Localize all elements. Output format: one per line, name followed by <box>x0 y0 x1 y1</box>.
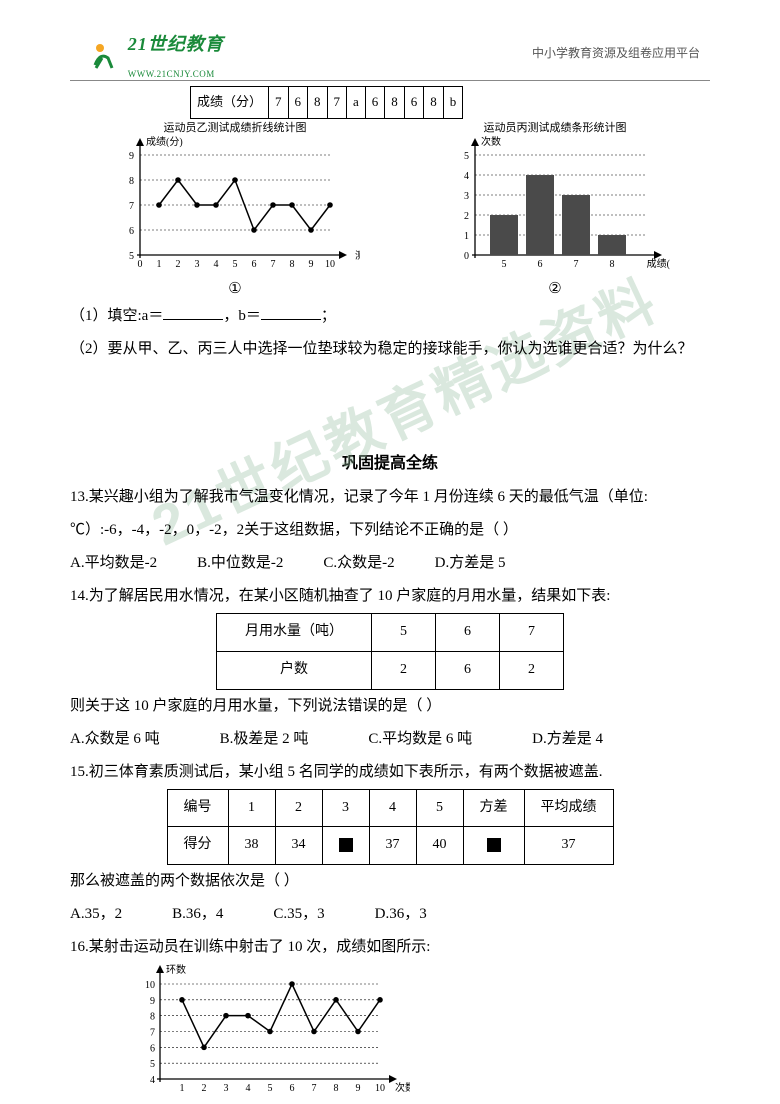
q15-stem: 15.初三体育素质测试后，某小组 5 名同学的成绩如下表所示，有两个数据被遮盖. <box>70 756 710 789</box>
svg-text:6: 6 <box>252 259 257 270</box>
q14-stem: 14.为了解居民用水情况，在某小区随机抽查了 10 户家庭的月用水量，结果如下表… <box>70 580 710 613</box>
q14-table: 月用水量（吨） 5 6 7 户数 2 6 2 <box>216 613 564 690</box>
table-row: 月用水量（吨） 5 6 7 <box>217 614 564 652</box>
svg-text:2: 2 <box>176 259 181 270</box>
q-fill-2: （2）要从甲、乙、丙三人中选择一位垫球较为稳定的接球能手，你认为选谁更合适？为什… <box>70 333 710 366</box>
svg-text:5: 5 <box>502 259 507 270</box>
bar-chart: 0 1 2 3 4 5 次数成绩(分) 5 6 7 8 <box>440 135 670 275</box>
svg-text:6: 6 <box>129 226 134 237</box>
svg-text:1: 1 <box>464 231 469 242</box>
q15-table: 编号 1 2 3 4 5 方差 平均成绩 得分 38 34 37 40 37 <box>167 789 614 866</box>
svg-text:2: 2 <box>202 1083 207 1094</box>
q13-options: A.平均数是-2 B.中位数是-2 C.众数是-2 D.方差是 5 <box>70 547 710 580</box>
table-row: 得分 38 34 37 40 37 <box>167 827 613 865</box>
q14-line2: 则关于这 10 户家庭的月用水量，下列说法错误的是（ ） <box>70 690 710 723</box>
table-row: 成绩（分） 7 6 8 7 a 6 8 6 8 b <box>191 87 463 119</box>
table-row: 户数 2 6 2 <box>217 651 564 689</box>
page-header: 21世纪教育 WWW.21CNJY.COM 中小学教育资源及组卷应用平台 <box>0 0 780 80</box>
logo: 21世纪教育 WWW.21CNJY.COM <box>90 25 224 84</box>
svg-text:3: 3 <box>464 191 469 202</box>
chart2-mark: ② <box>440 279 670 300</box>
svg-text:9: 9 <box>150 996 155 1007</box>
chart1-mark: ① <box>110 279 360 300</box>
q16-stem: 16.某射击运动员在训练中射击了 10 次，成绩如图所示: <box>70 931 710 964</box>
row-label: 成绩（分） <box>191 87 269 119</box>
svg-text:5: 5 <box>233 259 238 270</box>
svg-text:5: 5 <box>150 1059 155 1070</box>
svg-text:9: 9 <box>356 1083 361 1094</box>
top-score-table: 成绩（分） 7 6 8 7 a 6 8 6 8 b <box>190 86 463 119</box>
svg-text:8: 8 <box>290 259 295 270</box>
svg-text:次数: 次数 <box>395 1081 410 1094</box>
q16-chart: 4 5 6 7 8 9 10 1 2 3 4 5 6 7 8 9 10 环数次数 <box>130 964 410 1094</box>
q15-line2: 那么被遮盖的两个数据依次是（ ） <box>70 865 710 898</box>
svg-text:0: 0 <box>138 259 143 270</box>
svg-text:成绩(分): 成绩(分) <box>146 135 183 148</box>
svg-text:6: 6 <box>290 1083 295 1094</box>
svg-text:5: 5 <box>268 1083 273 1094</box>
svg-text:测试序号: 测试序号 <box>355 249 360 262</box>
svg-text:8: 8 <box>150 1012 155 1023</box>
svg-text:1: 1 <box>157 259 162 270</box>
table-row: 编号 1 2 3 4 5 方差 平均成绩 <box>167 789 613 827</box>
svg-text:4: 4 <box>246 1083 251 1094</box>
svg-text:4: 4 <box>214 259 219 270</box>
svg-text:6: 6 <box>538 259 543 270</box>
svg-text:8: 8 <box>129 176 134 187</box>
svg-text:次数: 次数 <box>481 135 501 148</box>
svg-text:3: 3 <box>224 1083 229 1094</box>
blank-a <box>163 305 223 320</box>
hidden-cell-icon <box>487 838 501 852</box>
svg-text:10: 10 <box>145 980 155 991</box>
chart1-title: 运动员乙测试成绩折线统计图 <box>110 121 360 135</box>
svg-text:5: 5 <box>129 251 134 262</box>
blank-b <box>261 305 321 320</box>
svg-text:10: 10 <box>375 1083 385 1094</box>
header-right-text: 中小学教育资源及组卷应用平台 <box>532 40 700 66</box>
chart2-title: 运动员丙测试成绩条形统计图 <box>440 121 670 135</box>
bar-chart-box: 运动员丙测试成绩条形统计图 0 1 2 3 4 5 次数成绩(分) 5 6 7 8 ② <box>440 121 670 300</box>
line-chart-box: 运动员乙测试成绩折线统计图 5 6 7 8 9 0 1 2 3 4 5 6 7 8 9 10 成绩(分) 测试序号… <box>110 121 360 300</box>
charts-row: 运动员乙测试成绩折线统计图 56789012345678910成绩(分)测试序号… <box>70 121 710 300</box>
svg-text:7: 7 <box>271 259 276 270</box>
svg-text:0: 0 <box>464 251 469 262</box>
svg-text:成绩(分): 成绩(分) <box>647 257 670 270</box>
q15-options: A.35，2 B.36，4 C.35，3 D.36，3 <box>70 898 710 931</box>
svg-text:8: 8 <box>334 1083 339 1094</box>
logo-main-text: 21世纪教育 <box>128 25 224 65</box>
svg-text:7: 7 <box>150 1028 155 1039</box>
logo-icon <box>90 40 120 70</box>
svg-text:5: 5 <box>464 151 469 162</box>
svg-text:9: 9 <box>309 259 314 270</box>
svg-text:4: 4 <box>464 171 469 182</box>
svg-text:3: 3 <box>195 259 200 270</box>
svg-text:9: 9 <box>129 151 134 162</box>
svg-text:2: 2 <box>464 211 469 222</box>
q-fill-1: （1）填空:a＝，b＝； <box>70 300 710 333</box>
q14-options: A.众数是 6 吨 B.极差是 2 吨 C.平均数是 6 吨 D.方差是 4 <box>70 723 710 756</box>
svg-text:6: 6 <box>150 1044 155 1055</box>
svg-text:1: 1 <box>180 1083 185 1094</box>
svg-text:8: 8 <box>610 259 615 270</box>
svg-text:环数: 环数 <box>166 964 186 976</box>
section-title: 巩固提高全练 <box>70 446 710 481</box>
svg-text:10: 10 <box>325 259 335 270</box>
hidden-cell-icon <box>339 838 353 852</box>
svg-text:7: 7 <box>574 259 579 270</box>
svg-text:7: 7 <box>129 201 134 212</box>
line-chart: 5 6 7 8 9 0 1 2 3 4 5 6 7 8 9 10 成绩(分) 测试序号 <box>110 135 360 275</box>
svg-text:7: 7 <box>312 1083 317 1094</box>
q13-stem: 13.某兴趣小组为了解我市气温变化情况，记录了今年 1 月份连续 6 天的最低气… <box>70 481 710 547</box>
svg-text:4: 4 <box>150 1075 155 1086</box>
